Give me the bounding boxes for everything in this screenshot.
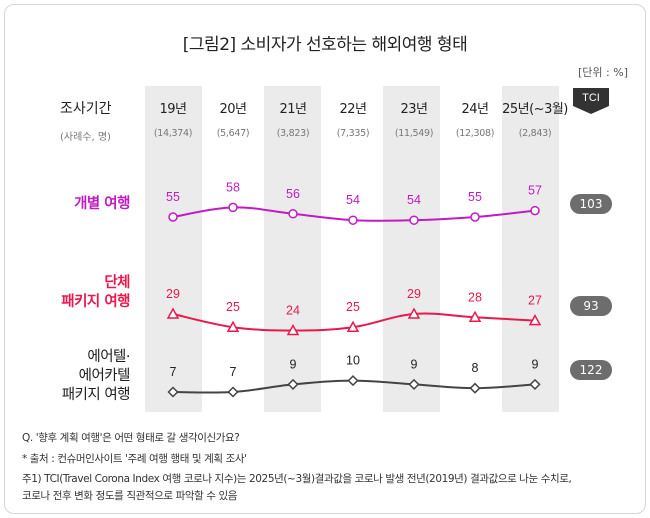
data-label: 10 — [346, 354, 360, 368]
year-label: 19년 — [159, 102, 187, 117]
sample-size: (5,647) — [216, 128, 250, 139]
tci-value-group-package: 93 — [570, 296, 612, 316]
data-label: 9 — [290, 357, 297, 371]
data-label: 28 — [468, 290, 482, 304]
year-label: 24년 — [461, 102, 489, 117]
source-note: * 출처 : 컨슈머인사이트 '주례 여행 행태 및 계획 조사' — [22, 453, 247, 465]
data-point — [408, 378, 420, 390]
column-stripe — [145, 86, 202, 412]
data-point — [528, 314, 542, 326]
year-label: 22년 — [339, 102, 367, 117]
data-label: 9 — [411, 357, 418, 371]
data-label: 9 — [532, 357, 539, 371]
data-point — [530, 205, 540, 216]
row-label-airtel-package: 에어텔· 에어카텔 패키지 여행 — [61, 349, 131, 403]
sample-size: (12,308) — [455, 128, 495, 139]
column-stripe — [383, 86, 440, 412]
data-point — [348, 215, 358, 225]
data-label: 7 — [230, 365, 237, 379]
sample-size: (11,549) — [394, 128, 434, 139]
sample-size-header: (사례수, 명) — [60, 132, 111, 143]
footnote-2: 코로나 전후 변화 정도를 직관적으로 파악할 수 있음 — [22, 490, 238, 502]
data-point — [168, 212, 178, 222]
tci-header-badge: TCI — [573, 88, 609, 114]
data-point — [529, 378, 541, 390]
data-point — [409, 215, 419, 225]
year-label: 23년 — [400, 102, 428, 117]
unit-label: [단위 : %] — [578, 66, 628, 79]
data-label: 55 — [468, 190, 482, 204]
year-label: 21년 — [279, 102, 307, 117]
tci-value-airtel-package: 122 — [570, 360, 612, 380]
data-label: 7 — [170, 365, 177, 379]
year-label: 25년(~3월) — [502, 102, 568, 117]
row-label-individual: 개별 여행 — [74, 196, 130, 212]
data-label: 56 — [286, 187, 300, 201]
data-point — [228, 202, 238, 213]
data-label: 57 — [528, 184, 542, 198]
row-label-group-package: 단체 패키지 여행 — [61, 275, 130, 310]
data-point — [287, 378, 299, 390]
data-label: 8 — [472, 361, 479, 375]
data-point — [468, 310, 482, 323]
chart-title: [그림2] 소비자가 선호하는 해외여행 형태 — [182, 35, 468, 55]
data-label: 25 — [226, 300, 240, 314]
data-label: 54 — [346, 193, 360, 207]
data-label: 55 — [166, 190, 180, 204]
tci-value-individual: 103 — [570, 194, 612, 214]
tci-header-label: TCI — [582, 92, 600, 104]
sample-size: (2,843) — [518, 128, 552, 139]
data-point — [227, 386, 239, 398]
sample-size: (3,823) — [276, 128, 310, 139]
data-point — [407, 307, 421, 319]
data-label: 27 — [528, 294, 542, 308]
column-stripe — [264, 86, 321, 412]
column-stripe — [502, 86, 559, 412]
sample-size: (7,335) — [336, 128, 370, 139]
data-point — [288, 209, 298, 219]
data-point — [226, 320, 240, 332]
data-point — [347, 375, 359, 387]
data-label: 29 — [407, 287, 421, 301]
data-point — [167, 386, 179, 398]
data-label: 25 — [346, 300, 360, 314]
data-label: 54 — [407, 193, 421, 207]
sample-size: (14,374) — [153, 128, 193, 139]
data-label: 29 — [166, 287, 180, 301]
question-note: Q. '향후 계획 여행'은 어떤 형태로 갈 생각이신가요? — [22, 432, 240, 444]
footnote-1: 주1) TCI(Travel Corona Index 여행 코로나 지수)는 … — [22, 473, 572, 485]
period-header: 조사기간 — [60, 101, 112, 117]
data-point — [469, 382, 481, 394]
year-label: 20년 — [219, 102, 247, 117]
data-point — [346, 320, 360, 332]
data-point — [286, 323, 300, 336]
data-label: 24 — [286, 304, 300, 318]
data-point — [470, 212, 480, 222]
data-label: 58 — [226, 180, 240, 194]
data-point — [166, 307, 180, 319]
